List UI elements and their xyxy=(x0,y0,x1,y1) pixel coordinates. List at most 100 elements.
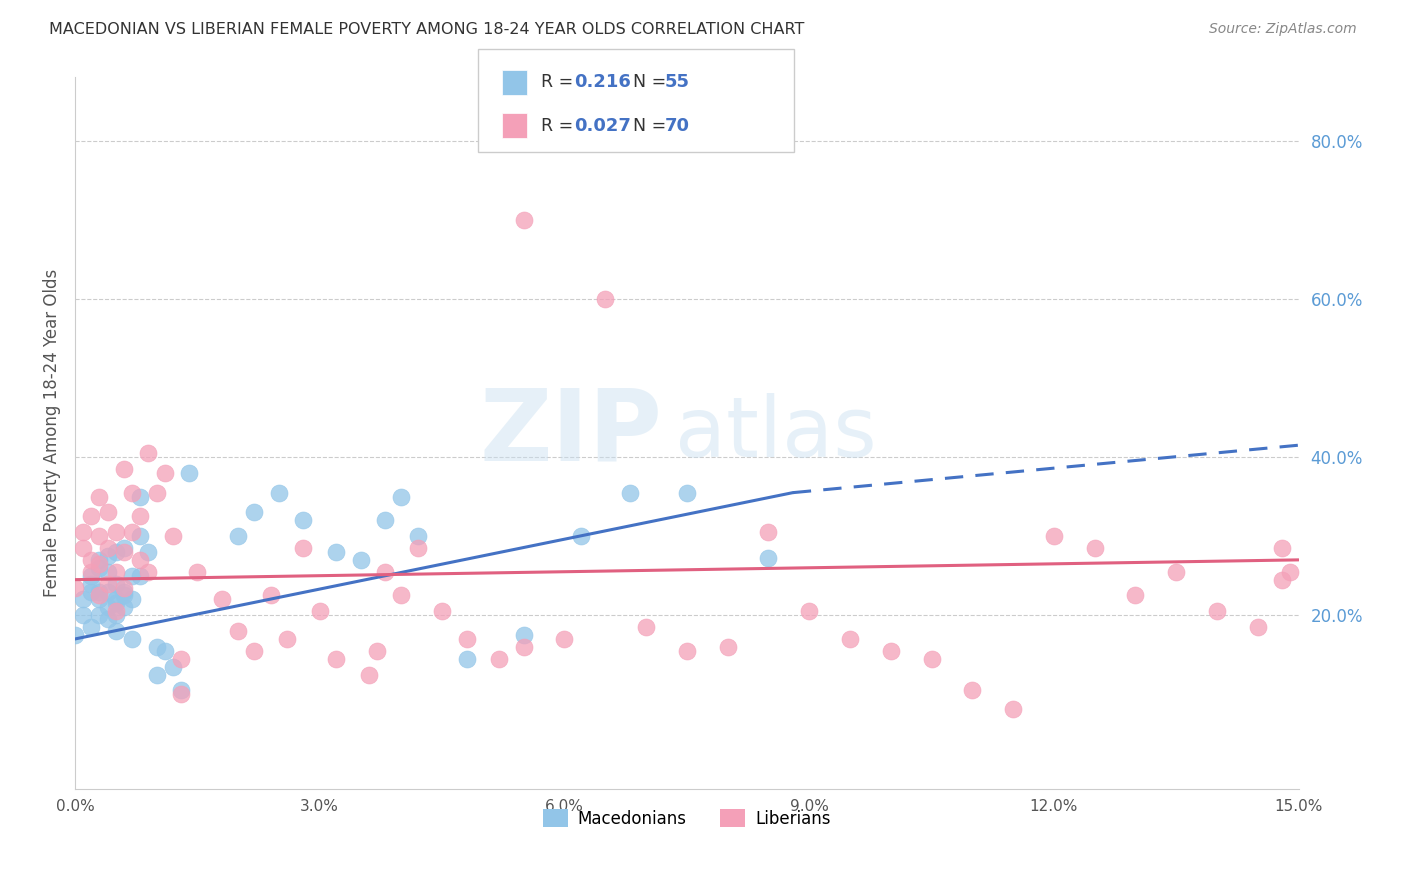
Point xyxy=(112,589,135,603)
Point xyxy=(138,565,160,579)
Text: N =: N = xyxy=(633,73,672,91)
Point xyxy=(97,584,120,599)
Point xyxy=(121,592,143,607)
Point xyxy=(89,589,111,603)
Point xyxy=(308,604,330,618)
Text: 0.027: 0.027 xyxy=(574,117,630,135)
Point xyxy=(389,589,412,603)
Point xyxy=(89,592,111,607)
Point xyxy=(170,651,193,665)
Point xyxy=(243,505,266,519)
Text: 0.216: 0.216 xyxy=(574,73,630,91)
Point xyxy=(72,541,94,555)
Point xyxy=(121,632,143,646)
Point xyxy=(104,525,127,540)
Point xyxy=(226,529,249,543)
Point xyxy=(170,687,193,701)
Point xyxy=(1206,604,1229,618)
Point xyxy=(374,565,396,579)
Point xyxy=(112,581,135,595)
Point xyxy=(97,576,120,591)
Point xyxy=(104,608,127,623)
Point xyxy=(129,490,152,504)
Point xyxy=(112,600,135,615)
Point xyxy=(512,212,534,227)
Point xyxy=(357,667,380,681)
Point xyxy=(121,485,143,500)
Point xyxy=(593,292,616,306)
Point xyxy=(104,576,127,591)
Point xyxy=(72,592,94,607)
Point xyxy=(634,620,657,634)
Text: Source: ZipAtlas.com: Source: ZipAtlas.com xyxy=(1209,22,1357,37)
Point xyxy=(1043,529,1066,543)
Point xyxy=(366,644,388,658)
Point xyxy=(406,529,429,543)
Point xyxy=(211,592,233,607)
Point xyxy=(129,568,152,582)
Point xyxy=(145,485,167,500)
Point xyxy=(104,596,127,610)
Point xyxy=(80,584,103,599)
Point xyxy=(349,553,371,567)
Point xyxy=(97,549,120,563)
Point xyxy=(839,632,862,646)
Point xyxy=(153,466,176,480)
Point xyxy=(112,545,135,559)
Point xyxy=(292,513,315,527)
Point xyxy=(569,529,592,543)
Point xyxy=(89,561,111,575)
Point xyxy=(553,632,575,646)
Point xyxy=(97,565,120,579)
Legend: Macedonians, Liberians: Macedonians, Liberians xyxy=(536,803,838,834)
Point xyxy=(325,545,347,559)
Point xyxy=(80,565,103,579)
Point xyxy=(512,628,534,642)
Text: 55: 55 xyxy=(665,73,690,91)
Point xyxy=(389,490,412,504)
Point xyxy=(129,553,152,567)
Point xyxy=(1271,541,1294,555)
Point xyxy=(80,553,103,567)
Point xyxy=(89,529,111,543)
Point xyxy=(1166,565,1188,579)
Point xyxy=(138,545,160,559)
Point xyxy=(138,446,160,460)
Point xyxy=(97,600,120,615)
Text: R =: R = xyxy=(541,73,579,91)
Point xyxy=(89,608,111,623)
Point xyxy=(145,667,167,681)
Point xyxy=(162,659,184,673)
Point xyxy=(97,612,120,626)
Point xyxy=(374,513,396,527)
Point xyxy=(675,485,697,500)
Point xyxy=(226,624,249,638)
Point xyxy=(292,541,315,555)
Point xyxy=(1002,701,1025,715)
Point xyxy=(121,525,143,540)
Point xyxy=(430,604,453,618)
Point xyxy=(104,624,127,638)
Point xyxy=(162,529,184,543)
Point xyxy=(72,608,94,623)
Point xyxy=(276,632,298,646)
Point xyxy=(1125,589,1147,603)
Point xyxy=(63,628,86,642)
Point xyxy=(80,509,103,524)
Text: atlas: atlas xyxy=(675,392,876,474)
Point xyxy=(80,576,103,591)
Text: 70: 70 xyxy=(665,117,690,135)
Point xyxy=(112,584,135,599)
Point xyxy=(675,644,697,658)
Point xyxy=(1247,620,1270,634)
Point xyxy=(512,640,534,654)
Point xyxy=(170,683,193,698)
Point xyxy=(104,565,127,579)
Point xyxy=(145,640,167,654)
Y-axis label: Female Poverty Among 18-24 Year Olds: Female Poverty Among 18-24 Year Olds xyxy=(44,269,60,598)
Point xyxy=(80,568,103,582)
Point xyxy=(488,651,510,665)
Point xyxy=(756,551,779,566)
Point xyxy=(406,541,429,555)
Point xyxy=(456,651,478,665)
